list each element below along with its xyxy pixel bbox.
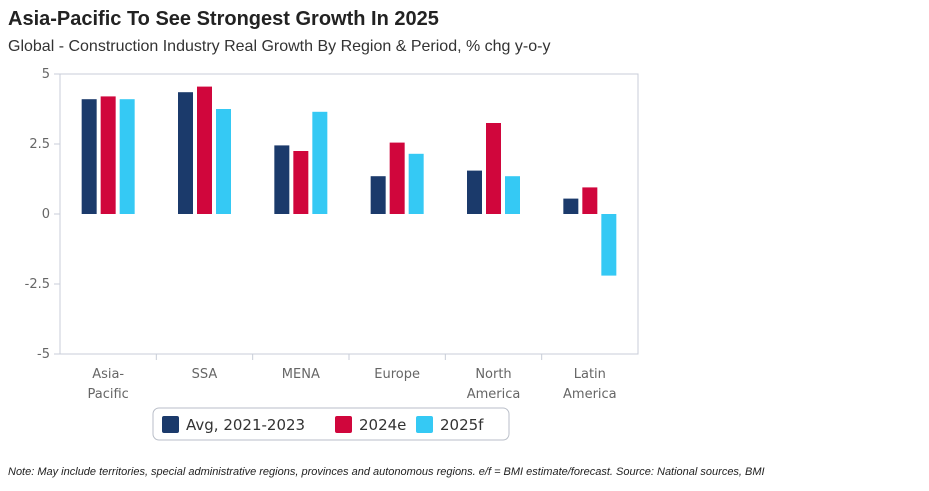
bar-2025f-4 (505, 176, 520, 214)
bar-chart: 5 2.5 0 -2.5 -5 Asia-Pacific SSA MENA Europe Nor… (25, 67, 639, 441)
bar-2024e-5 (582, 187, 598, 214)
category-label: Europe (374, 367, 420, 382)
legend-swatch (416, 416, 433, 433)
footnote: Note: May include territories, special a… (8, 466, 765, 478)
y-tick-label: 5 (42, 67, 50, 82)
bar-2025f-0 (119, 99, 135, 214)
bar-avg-2021-2023-4 (467, 170, 482, 214)
bar-2025f-2 (312, 111, 328, 214)
bar-2025f-5 (601, 214, 617, 276)
category-label: SSA (192, 367, 218, 382)
chart-subtitle: Global - Construction Industry Real Grow… (8, 38, 551, 55)
category-label: North America (467, 367, 521, 402)
bar-2024e-2 (293, 151, 309, 214)
legend: Avg, 2021-2023 2024e 2025f (152, 407, 510, 441)
bar-2024e-0 (100, 96, 116, 214)
legend-label: Avg, 2021-2023 (186, 416, 305, 434)
bar-avg-2021-2023-0 (81, 99, 97, 214)
bar-2024e-3 (389, 142, 405, 214)
y-tick-label: -2.5 (25, 277, 50, 292)
bar-2025f-1 (216, 109, 231, 214)
bar-2025f-3 (408, 153, 424, 214)
bar-2024e-1 (197, 86, 212, 214)
bar-avg-2021-2023-1 (178, 92, 193, 214)
category-label: MENA (282, 367, 320, 382)
legend-label: 2024e (359, 416, 406, 434)
y-tick-label: 0 (42, 207, 50, 222)
legend-swatch (162, 416, 179, 433)
category-label: Asia-Pacific (88, 367, 129, 402)
legend-label: 2025f (440, 416, 484, 434)
bar-avg-2021-2023-2 (274, 145, 290, 214)
bar-avg-2021-2023-5 (563, 198, 579, 214)
category-label: Latin America (563, 367, 617, 402)
y-tick-label: 2.5 (29, 137, 50, 152)
y-tick-label: -5 (37, 347, 50, 362)
chart-title: Asia-Pacific To See Strongest Growth In … (8, 8, 439, 30)
bar-2024e-4 (486, 123, 501, 214)
plot-area-border (59, 73, 639, 355)
bar-avg-2021-2023-3 (370, 176, 386, 214)
legend-swatch (335, 416, 352, 433)
